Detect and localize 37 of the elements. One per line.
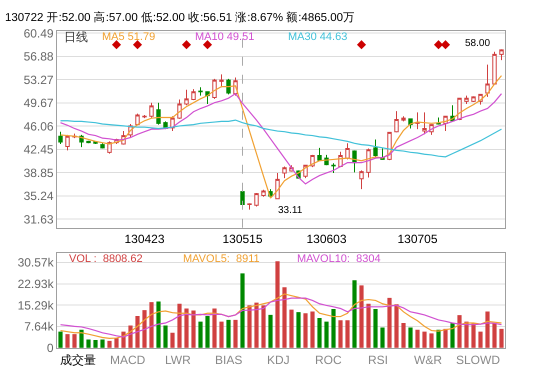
text: 成交量 (60, 353, 96, 367)
text: SLOWD (456, 353, 500, 367)
annotation: 58.00 (465, 38, 490, 49)
chart-title: 130722 开:52.00 高:57.00 低:52.00 收:56.51 涨:8.67% 额:4865.00万 (5, 10, 356, 24)
y-tick-label: 53.27 (24, 72, 54, 87)
x-tick-label: 130515 (222, 232, 263, 246)
y-tick-label: 31.63 (24, 212, 54, 226)
y-tick-label: 56.88 (24, 50, 54, 64)
text: VOL : 8808.62 (69, 253, 143, 265)
text: MA10 49.51 (195, 31, 254, 43)
y-tick-label: 15.29k (18, 298, 55, 312)
x-tick-label: 130603 (306, 232, 347, 246)
y-tick-label: 0 (46, 341, 54, 356)
y-tick-label: 60.49 (24, 26, 54, 40)
annotation: 日线 (64, 30, 88, 44)
annotation: 33.11 (278, 205, 303, 216)
y-tick-label: 42.45 (24, 142, 54, 157)
x-tick-label: 130423 (124, 232, 165, 246)
text: BIAS (215, 353, 242, 367)
y-tick-label: 22.93k (18, 277, 55, 292)
y-tick-label: 49.67 (24, 96, 54, 110)
text: ROC (315, 353, 342, 367)
text: MACD (110, 353, 146, 367)
y-tick-label: 30.57k (18, 256, 55, 270)
text: MAVOL10: 8304 (297, 253, 381, 265)
text: W&R (414, 353, 442, 367)
y-tick-label: 46.06 (24, 119, 54, 134)
text: KDJ (267, 353, 290, 367)
y-tick-label: 35.24 (24, 189, 54, 204)
text: RSI (368, 353, 388, 367)
x-tick-label: 130705 (397, 232, 438, 246)
text: MA30 44.63 (288, 31, 348, 43)
y-tick-label: 7.64k (24, 320, 55, 334)
y-tick-label: 38.85 (24, 166, 54, 180)
text: MA5 51.79 (102, 31, 156, 43)
text: MAVOL5: 8911 (183, 253, 260, 265)
text: LWR (165, 353, 192, 367)
